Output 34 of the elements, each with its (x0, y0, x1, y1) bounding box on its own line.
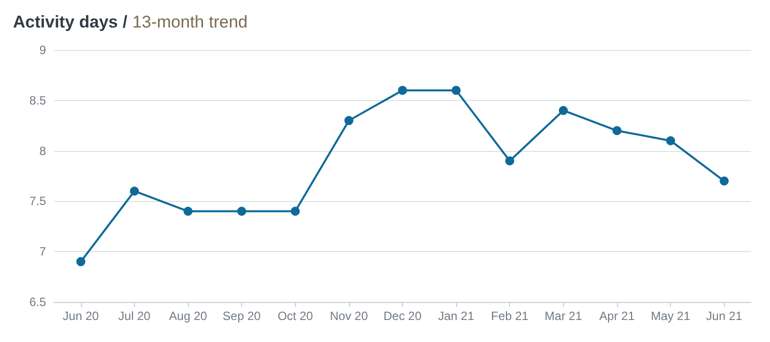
point (452, 86, 461, 95)
point (720, 176, 729, 186)
x-tick-label: Jun 21 (706, 309, 743, 323)
x-tick-label: Dec 20 (383, 309, 422, 323)
x-tick-label: Aug 20 (169, 309, 208, 323)
y-tick-label: 8.5 (29, 93, 46, 108)
point (130, 186, 139, 196)
x-tick-label: Jan 21 (438, 309, 474, 323)
point (505, 156, 514, 166)
x-tick-label: May 21 (650, 309, 691, 323)
x-tick-label: Apr 21 (599, 309, 635, 323)
y-tick-label: 7 (39, 244, 46, 259)
y-tick-label: 9 (39, 43, 46, 57)
x-tick-label: Sep 20 (222, 309, 261, 323)
chart-title: Activity days / (13, 12, 128, 32)
x-tick-label: Mar 21 (544, 309, 582, 323)
chart-subtitle: 13-month trend (132, 12, 248, 32)
y-tick-label: 8 (39, 144, 46, 158)
point (666, 136, 676, 146)
point (184, 206, 193, 216)
point (237, 206, 246, 216)
point (290, 206, 300, 216)
point (558, 106, 568, 115)
y-tick-label: 7.5 (29, 194, 46, 208)
point (612, 126, 622, 136)
point (344, 116, 354, 126)
x-tick-label: Jun 20 (62, 309, 100, 323)
y-tick-label: 6.5 (29, 295, 46, 309)
point (398, 86, 407, 95)
x-tick-label: Feb 21 (491, 309, 529, 323)
x-tick-label: Nov 20 (330, 309, 368, 323)
x-tick-label: Jul 20 (118, 309, 151, 323)
x-tick-label: Oct 20 (278, 309, 314, 323)
point (76, 257, 86, 266)
